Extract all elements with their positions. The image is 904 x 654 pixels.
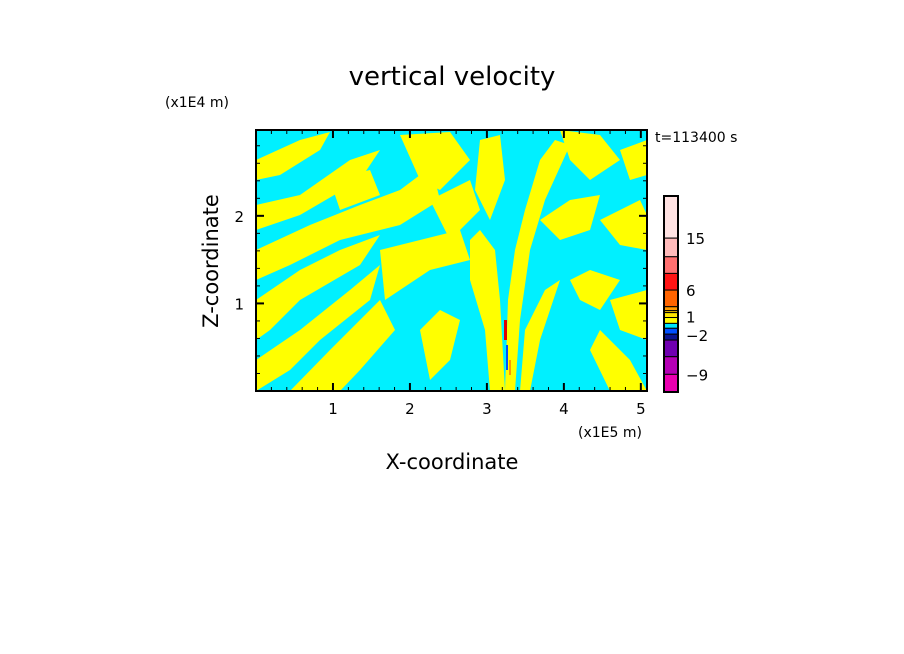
colorbar-segment xyxy=(663,195,679,239)
colorbar: 15 6 1−2 −9 xyxy=(663,195,708,393)
colorbar-segment xyxy=(663,317,679,324)
x-tick-label: 4 xyxy=(559,400,569,418)
colorbar-label: 15 xyxy=(686,230,705,248)
colorbar-segment xyxy=(663,272,679,291)
colorbar-segment xyxy=(663,312,679,319)
convective-core xyxy=(504,320,511,375)
x-axis-label: X-coordinate xyxy=(386,450,519,474)
field-positive-regions xyxy=(256,130,647,391)
chart-title: vertical velocity xyxy=(349,62,556,92)
y-axis-label: Z-coordinate xyxy=(199,194,223,328)
y-tick-label: 1 xyxy=(234,295,244,313)
x-tick-label: 3 xyxy=(482,400,492,418)
colorbar-label: 6 xyxy=(686,282,696,300)
colorbar-segment xyxy=(663,322,679,329)
time-label: t=113400 s xyxy=(655,130,737,146)
colorbar-label: −2 xyxy=(686,327,708,345)
colorbar-segment xyxy=(663,306,679,312)
x-tick-label: 5 xyxy=(636,400,646,418)
colorbar-label: 1 xyxy=(686,309,696,327)
colorbar-segment xyxy=(663,327,679,335)
axis-ticks: 1 2 3 4 5 1 2 xyxy=(234,130,647,418)
x-tick-label: 1 xyxy=(328,400,338,418)
x-unit-label: (x1E5 m) xyxy=(578,425,642,441)
y-tick-label: 2 xyxy=(234,208,244,226)
colorbar-segment xyxy=(663,333,679,341)
colorbar-segment xyxy=(663,256,679,274)
plot-area xyxy=(255,129,648,392)
colorbar-segment xyxy=(663,339,679,358)
colorbar-frame xyxy=(663,195,679,393)
colorbar-segment xyxy=(663,356,679,375)
colorbar-segment xyxy=(663,237,679,258)
colorbar-segment xyxy=(663,373,679,393)
plot-frame xyxy=(255,129,648,392)
x-tick-label: 2 xyxy=(405,400,415,418)
y-unit-label: (x1E4 m) xyxy=(165,95,229,111)
colorbar-segment xyxy=(663,289,679,308)
colorbar-label: −9 xyxy=(686,366,708,384)
